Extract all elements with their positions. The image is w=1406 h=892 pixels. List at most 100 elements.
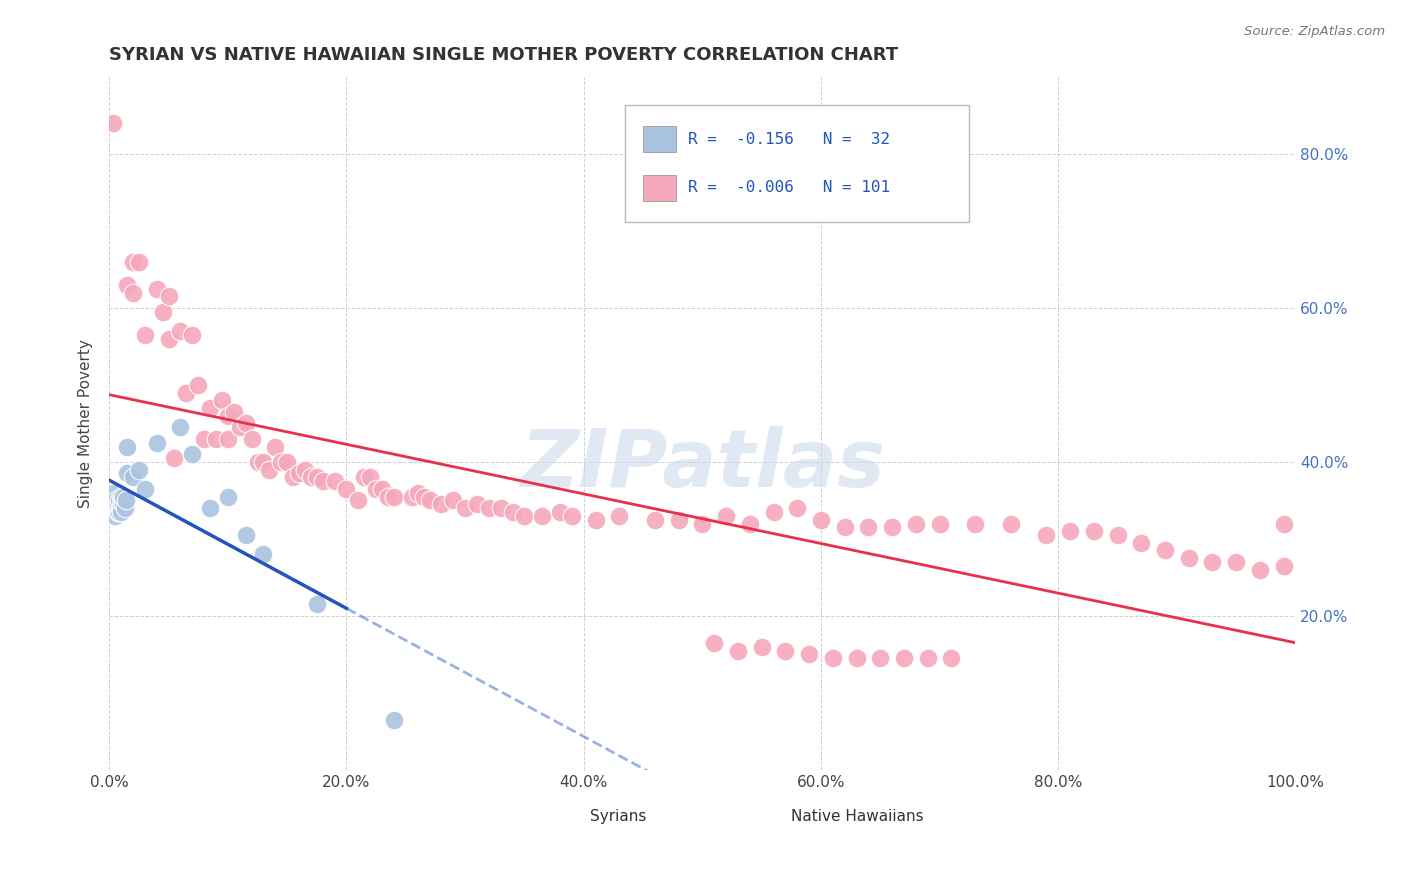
Point <box>107 497 129 511</box>
Point <box>235 417 257 431</box>
Point <box>738 516 761 531</box>
Point <box>465 497 488 511</box>
Point <box>169 324 191 338</box>
Point <box>335 482 357 496</box>
Point <box>751 640 773 654</box>
Point <box>312 474 335 488</box>
Point <box>786 501 808 516</box>
Point <box>107 505 129 519</box>
Point <box>163 451 186 466</box>
Text: R =  -0.006   N = 101: R = -0.006 N = 101 <box>688 180 890 195</box>
Point <box>229 420 252 434</box>
Point <box>882 520 904 534</box>
Point <box>205 432 228 446</box>
Point <box>412 490 434 504</box>
Point <box>294 462 316 476</box>
Point <box>198 401 221 415</box>
Point <box>288 467 311 481</box>
Point <box>281 470 304 484</box>
Point <box>845 651 868 665</box>
Point <box>145 282 167 296</box>
Point <box>858 520 880 534</box>
Text: SYRIAN VS NATIVE HAWAIIAN SINGLE MOTHER POVERTY CORRELATION CHART: SYRIAN VS NATIVE HAWAIIAN SINGLE MOTHER … <box>110 46 898 64</box>
Point <box>775 643 797 657</box>
Point <box>1107 528 1129 542</box>
Point <box>401 490 423 504</box>
Point <box>104 508 127 523</box>
Point <box>1035 528 1057 542</box>
Point <box>478 501 501 516</box>
Point <box>305 470 328 484</box>
Point <box>668 513 690 527</box>
Point <box>353 470 375 484</box>
Point <box>108 501 131 516</box>
Point <box>157 332 180 346</box>
Point <box>323 474 346 488</box>
Y-axis label: Single Mother Poverty: Single Mother Poverty <box>79 339 93 508</box>
Point <box>869 651 891 665</box>
Point <box>259 462 281 476</box>
Point <box>513 508 536 523</box>
Point <box>692 516 714 531</box>
Point <box>531 508 554 523</box>
Point <box>103 485 125 500</box>
Point <box>1249 563 1271 577</box>
Point <box>928 516 950 531</box>
FancyBboxPatch shape <box>759 813 786 834</box>
Point <box>904 516 927 531</box>
Point <box>430 497 453 511</box>
Point <box>134 327 156 342</box>
Point <box>198 501 221 516</box>
FancyBboxPatch shape <box>643 126 676 153</box>
Point <box>235 528 257 542</box>
Point <box>264 440 287 454</box>
Point <box>406 485 429 500</box>
Point <box>1225 555 1247 569</box>
Point <box>714 508 737 523</box>
Point <box>1130 536 1153 550</box>
Point <box>107 493 129 508</box>
Point <box>115 440 138 454</box>
Point <box>134 482 156 496</box>
Point <box>489 501 512 516</box>
Point <box>114 501 136 516</box>
Point <box>252 455 274 469</box>
Point <box>181 327 204 342</box>
Text: R =  -0.156   N =  32: R = -0.156 N = 32 <box>688 132 890 147</box>
Point <box>246 455 269 469</box>
Point <box>1083 524 1105 539</box>
Point <box>152 305 174 319</box>
Point <box>128 254 150 268</box>
Point <box>217 409 239 423</box>
Point <box>112 497 135 511</box>
Point <box>111 493 134 508</box>
Point <box>821 651 844 665</box>
FancyBboxPatch shape <box>558 813 583 834</box>
Point <box>965 516 987 531</box>
Point <box>1059 524 1081 539</box>
Point <box>418 493 440 508</box>
FancyBboxPatch shape <box>626 104 969 222</box>
Point <box>169 420 191 434</box>
Point <box>644 513 666 527</box>
Text: Syrians: Syrians <box>589 809 645 824</box>
Point <box>217 490 239 504</box>
Point <box>347 493 370 508</box>
Point <box>299 470 322 484</box>
Point <box>240 432 263 446</box>
Point <box>115 493 138 508</box>
Point <box>382 713 405 727</box>
Point <box>128 462 150 476</box>
Point <box>276 455 298 469</box>
Point <box>110 490 132 504</box>
Point <box>110 501 132 516</box>
Point <box>107 505 129 519</box>
Point <box>122 285 145 300</box>
Point <box>157 289 180 303</box>
Point <box>110 505 132 519</box>
Point <box>917 651 939 665</box>
Point <box>441 493 464 508</box>
Point <box>454 501 477 516</box>
FancyBboxPatch shape <box>643 175 676 201</box>
Point <box>187 378 209 392</box>
